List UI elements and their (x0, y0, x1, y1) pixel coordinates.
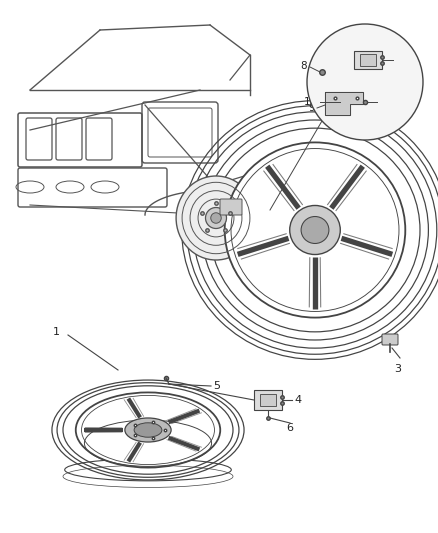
Ellipse shape (211, 213, 221, 223)
Text: 3: 3 (395, 364, 402, 374)
Ellipse shape (76, 392, 220, 467)
Circle shape (307, 24, 423, 140)
FancyBboxPatch shape (220, 199, 242, 215)
Text: 5: 5 (213, 381, 220, 391)
FancyBboxPatch shape (254, 390, 282, 410)
FancyBboxPatch shape (354, 51, 382, 69)
Ellipse shape (290, 206, 340, 255)
Ellipse shape (176, 176, 256, 260)
Text: 7: 7 (395, 55, 402, 65)
Text: 4: 4 (294, 395, 301, 405)
Text: 11: 11 (379, 97, 392, 107)
Text: 8: 8 (300, 61, 307, 71)
Text: 10: 10 (304, 97, 317, 107)
Ellipse shape (205, 207, 226, 229)
Polygon shape (325, 92, 363, 115)
FancyBboxPatch shape (382, 334, 398, 345)
FancyBboxPatch shape (360, 54, 376, 66)
Ellipse shape (125, 418, 171, 442)
FancyBboxPatch shape (260, 394, 276, 406)
Text: 1: 1 (53, 327, 60, 337)
Text: 6: 6 (286, 423, 293, 433)
Ellipse shape (225, 142, 405, 318)
Ellipse shape (301, 216, 329, 244)
Ellipse shape (134, 423, 162, 437)
Text: 9: 9 (308, 103, 315, 113)
